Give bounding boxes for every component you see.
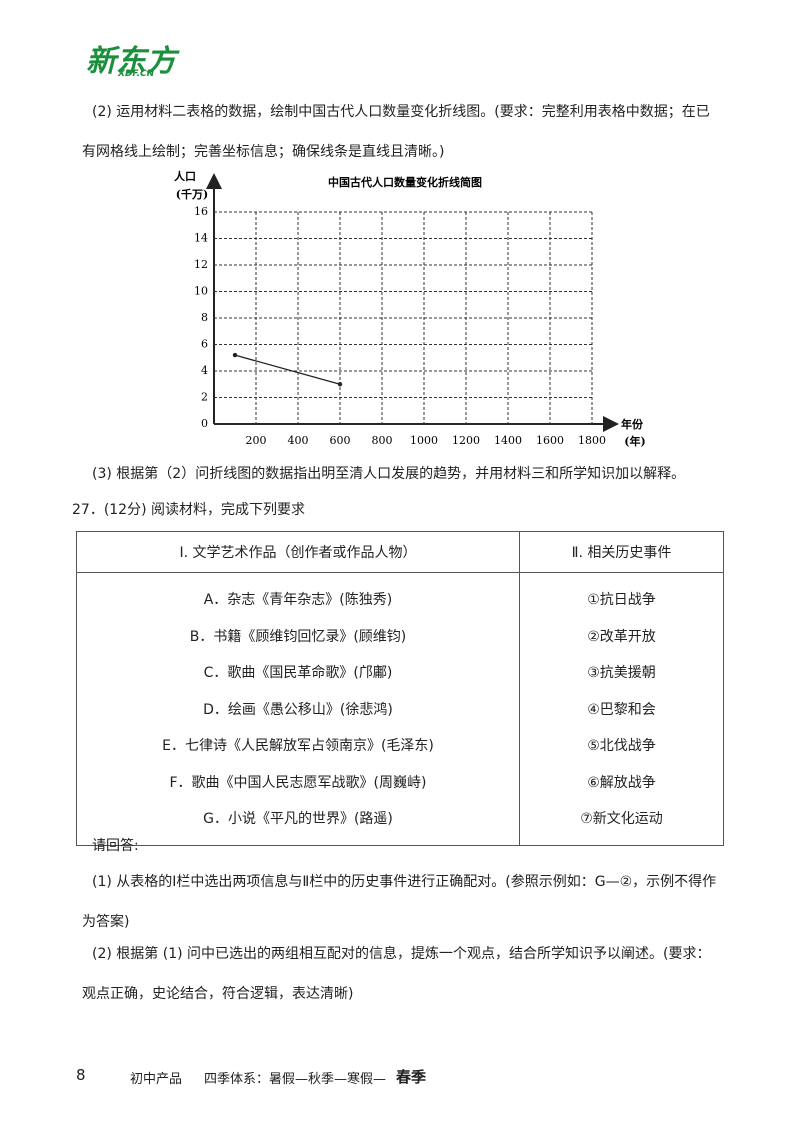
x-tick-label: 1400 — [494, 434, 522, 447]
logo: 新东方 — [86, 44, 176, 79]
paragraph: 请回答: — [92, 838, 139, 854]
paragraph: (3) 根据第（2）问折线图的数据指出明至清人口发展的趋势，并用材料三和所学知识… — [92, 466, 686, 482]
paragraph: 27．(12分) 阅读材料，完成下列要求 — [72, 502, 306, 518]
y-tick-label: 4 — [201, 364, 208, 377]
chart-title: 中国古代人口数量变化折线简图 — [328, 175, 482, 189]
table-cell: F．歌曲《中国人民志愿军战歌》(周巍峙) — [76, 763, 520, 800]
table-cell: A．杂志《青年杂志》(陈独秀) — [76, 572, 520, 618]
table-cell: C．歌曲《国民革命歌》(邝鄘) — [76, 654, 520, 691]
x-tick-label: 1600 — [536, 434, 564, 447]
y-tick-label: 6 — [201, 338, 208, 351]
paragraph: (1) 从表格的Ⅰ栏中选出两项信息与Ⅱ栏中的历史事件进行正确配对。(参照示例如：… — [82, 874, 717, 930]
table-cell: ④巴黎和会 — [519, 690, 724, 727]
table-cell: E．七律诗《人民解放军占领南京》(毛泽东) — [76, 727, 520, 764]
chart: 中国古代人口数量变化折线简图 人口 (千万) 年份 (年) 0 2 4 6 8 10 12 1… — [174, 169, 646, 448]
y-tick-label: 8 — [201, 311, 208, 324]
data-point — [232, 352, 238, 358]
table-cell: ⑥解放战争 — [519, 763, 724, 800]
table-cell: ⑦新文化运动 — [519, 800, 724, 846]
data-point — [337, 382, 343, 387]
x-tick-label: 1800 — [578, 434, 606, 447]
y-unit: (千万) — [176, 187, 208, 201]
y-tick-label: 10 — [194, 285, 208, 298]
table-cell: G．小说《平凡的世界》(路遥) — [76, 800, 520, 846]
x-unit: (年) — [624, 434, 645, 448]
table-header: Ⅰ. 文学艺术作品（创作者或作品人物） — [76, 531, 520, 573]
table-cell: B．书籍《顾维钧回忆录》(顾维钧) — [76, 617, 520, 654]
x-tick-label: 200 — [246, 434, 267, 447]
x-tick-label: 1200 — [452, 434, 480, 447]
x-tick-label: 1000 — [410, 434, 438, 447]
y-label: 人口 — [174, 169, 196, 183]
paragraph: (2) 根据第 (1) 问中已选出的两组相互配对的信息，提炼一个观点，结合所学知… — [82, 946, 711, 1002]
table-header: Ⅱ. 相关历史事件 — [519, 531, 724, 573]
table-cell: ②改革开放 — [519, 617, 724, 654]
table-cell: ⑤北伐战争 — [519, 727, 724, 764]
x-tick-label: 600 — [330, 434, 351, 447]
table-cell: D．绘画《愚公移山》(徐悲鸿) — [76, 690, 520, 727]
table-cell: ③抗美援朝 — [519, 654, 724, 691]
x-tick-label: 800 — [372, 434, 393, 447]
table-cell: ①抗日战争 — [519, 572, 724, 618]
y-tick-label: 0 — [201, 417, 208, 430]
footer-highlight: 春季 — [396, 1068, 427, 1086]
x-label: 年份 — [621, 417, 644, 431]
data-line — [234, 354, 341, 385]
page-number: 8 — [76, 1066, 86, 1084]
y-tick-label: 14 — [194, 232, 208, 245]
paragraph: (2) 运用材料二表格的数据，绘制中国古代人口数量变化折线图。(要求：完整利用表… — [82, 104, 710, 160]
y-tick-label: 12 — [194, 258, 208, 271]
y-tick-label: 2 — [201, 391, 208, 404]
x-tick-label: 400 — [288, 434, 309, 447]
logo-url: XDF.CN — [118, 69, 155, 79]
y-tick-label: 16 — [194, 205, 208, 218]
footer-system: 四季体系：暑假—秋季—寒假— — [204, 1072, 387, 1087]
table: Ⅰ. 文学艺术作品（创作者或作品人物） Ⅱ. 相关历史事件 A．杂志《青年杂志》(… — [76, 531, 724, 846]
footer-product: 初中产品 — [130, 1072, 183, 1087]
